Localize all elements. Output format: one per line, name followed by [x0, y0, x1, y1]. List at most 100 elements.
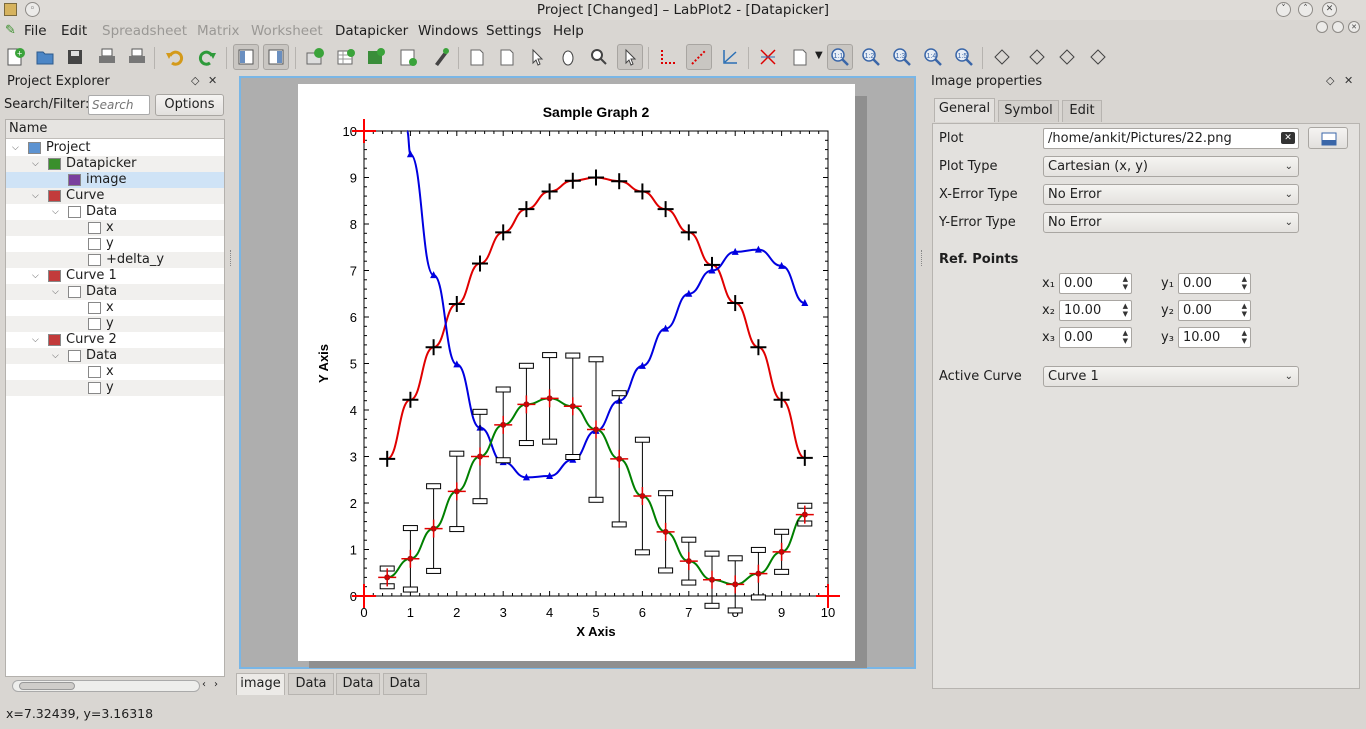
dock-close-icon[interactable]: ✕ [1344, 74, 1354, 87]
tab-data-3[interactable]: Data [383, 673, 427, 695]
set-segments-button[interactable] [717, 44, 743, 70]
show-properties-button[interactable] [263, 44, 289, 70]
select-pointer-button[interactable] [617, 44, 643, 70]
plot-type-select[interactable]: Cartesian (x, y) ⌄ [1043, 156, 1299, 177]
spin-arrows-icon[interactable]: ▲ ▼ [1241, 275, 1247, 291]
save-button[interactable] [62, 44, 88, 70]
print-button[interactable] [94, 44, 120, 70]
x-error-select[interactable]: No Error ⌄ [1043, 184, 1299, 205]
set-axis-points-button[interactable] [655, 44, 681, 70]
tab-image[interactable]: image [236, 673, 285, 695]
redo-button[interactable] [194, 44, 220, 70]
tree-item[interactable]: ⌵ Curve 2 [6, 332, 224, 348]
expand-arrow-icon[interactable]: ⌵ [32, 191, 39, 201]
y2-spinbox[interactable]: 0.00 ▲ ▼ [1178, 300, 1251, 321]
tree-item[interactable]: image [6, 172, 224, 188]
new-worksheet-button[interactable] [395, 44, 421, 70]
x1-spinbox[interactable]: 0.00 ▲ ▼ [1059, 273, 1132, 294]
shift-right-button[interactable] [1024, 44, 1050, 70]
menu-help[interactable]: Help [553, 23, 584, 39]
mdi-minimize-button[interactable] [1316, 21, 1328, 33]
tab-symbol[interactable]: Symbol [998, 100, 1059, 122]
right-splitter[interactable] [921, 250, 923, 266]
spin-arrows-icon[interactable]: ▲ ▼ [1122, 302, 1128, 318]
spin-arrows-icon[interactable]: ▲ ▼ [1122, 275, 1128, 291]
navigate-mode-button[interactable] [555, 44, 581, 70]
zoom-1-5-button[interactable]: 1:5 [951, 44, 977, 70]
expand-arrow-icon[interactable]: ⌵ [52, 207, 59, 217]
new-folder-button[interactable] [302, 44, 328, 70]
x3-spinbox[interactable]: 0.00 ▲ ▼ [1059, 327, 1132, 348]
zoom-1-1-button[interactable]: 1:1 [827, 44, 853, 70]
menu-windows[interactable]: Windows [418, 23, 479, 39]
chevron-down-icon[interactable]: ▼ [815, 50, 823, 61]
search-input[interactable] [88, 95, 150, 115]
dock-close-icon[interactable]: ✕ [208, 74, 218, 87]
tree-item[interactable]: x [6, 300, 224, 316]
dock-float-icon[interactable]: ◇ [191, 74, 200, 87]
tree-item[interactable]: +delta_y [6, 252, 224, 268]
y3-spinbox[interactable]: 10.00 ▲ ▼ [1178, 327, 1251, 348]
tree-item[interactable]: ⌵ Project [6, 140, 224, 156]
new-datapicker-button[interactable] [428, 44, 454, 70]
tree-item[interactable]: y [6, 236, 224, 252]
expand-arrow-icon[interactable]: ⌵ [32, 335, 39, 345]
shift-left-button[interactable] [989, 44, 1015, 70]
expand-arrow-icon[interactable]: ⌵ [52, 351, 59, 361]
window-menu-button[interactable]: ◦ [25, 2, 40, 17]
show-explorer-button[interactable] [233, 44, 259, 70]
menu-file[interactable]: File [24, 23, 47, 39]
spin-arrows-icon[interactable]: ▲ ▼ [1241, 302, 1247, 318]
new-spreadsheet-button[interactable] [333, 44, 359, 70]
x2-spinbox[interactable]: 10.00 ▲ ▼ [1059, 300, 1132, 321]
left-splitter[interactable] [230, 250, 232, 266]
shift-up-button[interactable] [1054, 44, 1080, 70]
undo-button[interactable] [162, 44, 188, 70]
active-curve-select[interactable]: Curve 1 ⌄ [1043, 366, 1299, 387]
scrollbar-handle[interactable] [19, 682, 75, 690]
mdi-restore-button[interactable] [1332, 21, 1344, 33]
curve-points-button[interactable] [464, 44, 490, 70]
tree-item[interactable]: ⌵ Datapicker [6, 156, 224, 172]
tree-item[interactable]: x [6, 220, 224, 236]
menu-settings[interactable]: Settings [486, 23, 542, 39]
clear-icon[interactable]: ✕ [1281, 132, 1295, 144]
dock-float-icon[interactable]: ◇ [1326, 74, 1335, 87]
minimize-button[interactable]: ˅ [1276, 2, 1291, 17]
zoom-select-button[interactable] [586, 44, 612, 70]
new-project-button[interactable]: + [2, 44, 28, 70]
open-button[interactable] [32, 44, 58, 70]
tree-item[interactable]: x [6, 364, 224, 380]
scroll-left-icon[interactable]: ‹ [202, 679, 206, 690]
tree-item[interactable]: y [6, 316, 224, 332]
print-preview-button[interactable] [124, 44, 150, 70]
tree-item[interactable]: ⌵ Curve 1 [6, 268, 224, 284]
tree-item[interactable]: ⌵ Data [6, 204, 224, 220]
zoom-1-4-button[interactable]: 1:4 [920, 44, 946, 70]
y-error-select[interactable]: No Error ⌄ [1043, 212, 1299, 233]
expand-arrow-icon[interactable]: ⌵ [32, 271, 39, 281]
horizontal-scrollbar[interactable] [12, 680, 200, 692]
tree-item[interactable]: ⌵ Data [6, 348, 224, 364]
menu-datapicker[interactable]: Datapicker [335, 23, 409, 39]
tree-item[interactable]: ⌵ Curve [6, 188, 224, 204]
options-button[interactable]: Options [155, 94, 224, 116]
expand-arrow-icon[interactable]: ⌵ [32, 159, 39, 169]
menu-worksheet[interactable]: Worksheet [251, 23, 323, 39]
y1-spinbox[interactable]: 0.00 ▲ ▼ [1178, 273, 1251, 294]
new-matrix-button[interactable] [363, 44, 389, 70]
spin-arrows-icon[interactable]: ▲ ▼ [1122, 329, 1128, 345]
tree-item[interactable]: ⌵ Data [6, 284, 224, 300]
browse-file-button[interactable] [1308, 127, 1348, 149]
menu-edit[interactable]: Edit [61, 23, 88, 39]
mdi-close-button[interactable]: ✕ [1348, 21, 1360, 33]
set-curve-points-button[interactable] [686, 44, 712, 70]
segment-points-button[interactable] [494, 44, 520, 70]
add-curve-button[interactable] [755, 44, 781, 70]
expand-arrow-icon[interactable]: ⌵ [12, 143, 19, 153]
menu-spreadsheet[interactable]: Spreadsheet [102, 23, 188, 39]
close-window-button[interactable]: ✕ [1322, 2, 1337, 17]
shift-menu-button[interactable] [787, 44, 813, 70]
zoom-1-2-button[interactable]: 1:2 [858, 44, 884, 70]
